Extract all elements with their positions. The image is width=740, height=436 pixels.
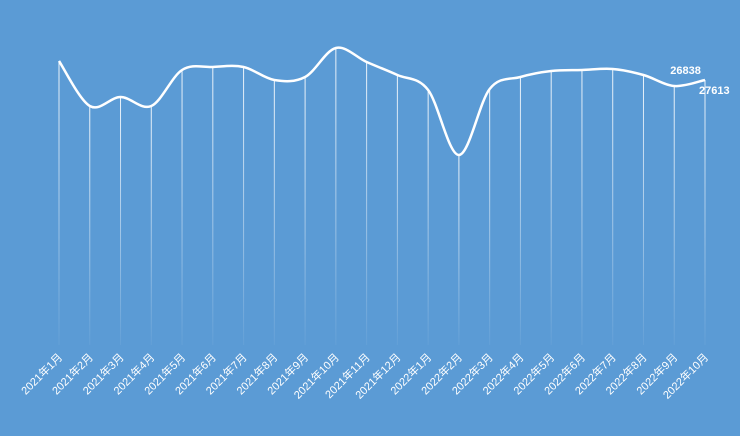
drop-line (427, 90, 429, 345)
drop-line (212, 67, 214, 345)
drop-line (642, 75, 644, 345)
drop-line (581, 70, 583, 345)
drop-line (366, 62, 368, 345)
drop-line (243, 67, 245, 345)
data-label: 26838 (670, 65, 701, 77)
drop-line (89, 106, 91, 345)
drop-line (704, 80, 706, 345)
drop-line (181, 70, 183, 345)
drop-line (120, 97, 122, 345)
drop-line (612, 69, 614, 345)
drop-line (489, 89, 491, 345)
drop-line (273, 80, 275, 345)
drop-line (550, 71, 552, 345)
line (57, 46, 706, 157)
drop-line (335, 48, 337, 345)
drop-line (458, 155, 460, 345)
data-label: 27613 (699, 85, 730, 97)
drop-line (150, 106, 152, 345)
drop-line (58, 61, 60, 345)
drop-line (673, 86, 675, 345)
drop-line (519, 77, 521, 345)
drop-line (396, 75, 398, 345)
drop-line (304, 77, 306, 345)
